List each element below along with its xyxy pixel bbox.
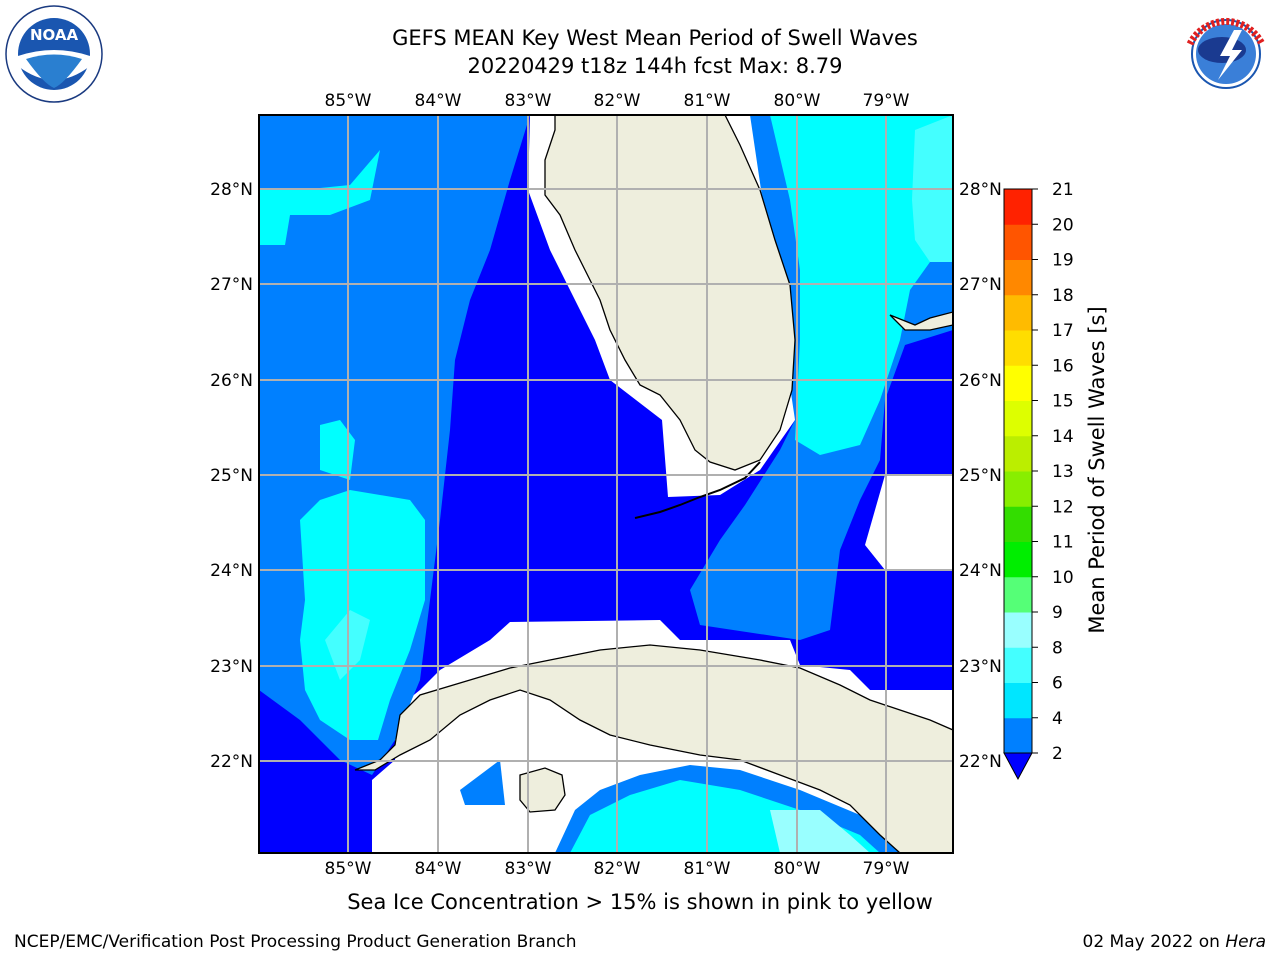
footer-date: 02 May 2022 on Hera [1083, 932, 1267, 952]
colorbar-segment [1004, 224, 1032, 260]
colorbar-segment [1004, 365, 1032, 401]
colorbar-segment [1004, 471, 1032, 507]
colorbar-tick-label: 21 [1052, 180, 1074, 200]
colorbar-tick-label: 12 [1052, 497, 1074, 517]
gridlines [259, 115, 953, 853]
nws-logo [1178, 6, 1274, 102]
colorbar-extend-triangle [1003, 752, 1033, 781]
footer-date-text: 02 May 2022 on [1082, 932, 1226, 952]
lon-label-top: 82°W [594, 91, 641, 111]
map-field [259, 115, 953, 853]
colorbar-tick-label: 16 [1052, 356, 1074, 376]
colorbar-segment [1004, 400, 1032, 437]
lat-label-left: 23°N [210, 657, 253, 677]
colorbar-segment [1004, 647, 1032, 683]
colorbar-segment [1004, 435, 1032, 472]
field-4-6-gulf-north [259, 150, 380, 245]
colorbar-segment [1004, 506, 1032, 542]
field-8-9-cuba-south [770, 810, 870, 853]
colorbar-tick-label: 20 [1052, 215, 1074, 235]
colorbar-segment [1004, 189, 1032, 225]
colorbar-tick-label: 15 [1052, 392, 1074, 412]
land-cuba [354, 644, 953, 853]
colorbar-tick-label: 4 [1052, 709, 1063, 729]
colorbar-segment [1004, 682, 1032, 719]
lon-label-bottom: 85°W [325, 859, 372, 879]
colorbar-segment [1004, 717, 1032, 754]
land-florida [544, 115, 796, 471]
noaa-logo-text: NOAA [30, 26, 79, 44]
lon-label-bottom: 84°W [415, 859, 462, 879]
sea-ice-caption: Sea Ice Concentration > 15% is shown in … [347, 890, 933, 914]
colorbar-segment [1004, 259, 1032, 296]
lat-label-left: 24°N [210, 561, 253, 581]
colorbar-tick-label: 13 [1052, 462, 1074, 482]
colorbar-tick-label: 19 [1052, 251, 1074, 271]
lat-label-left: 25°N [210, 466, 253, 486]
chart-title: GEFS MEAN Key West Mean Period of Swell … [392, 26, 918, 50]
lat-label-left: 22°N [210, 752, 253, 772]
field-2-4-small [460, 760, 505, 805]
lon-label-top: 83°W [505, 91, 552, 111]
footer-branch: NCEP/EMC/Verification Post Processing Pr… [14, 932, 577, 952]
map-frame [258, 114, 954, 854]
lon-label-top: 84°W [415, 91, 462, 111]
lon-label-top: 81°W [684, 91, 731, 111]
colorbar-tick-label: 6 [1052, 674, 1063, 694]
land-isla-juventud [519, 767, 566, 813]
lat-label-right: 23°N [959, 657, 1002, 677]
lat-label-left: 28°N [210, 180, 253, 200]
lon-label-top: 85°W [325, 91, 372, 111]
colorbar-tick-label: 18 [1052, 286, 1074, 306]
lat-label-right: 24°N [959, 561, 1002, 581]
lon-label-bottom: 81°W [684, 859, 731, 879]
field-4-6-gulf [300, 490, 425, 740]
lat-label-right: 25°N [959, 466, 1002, 486]
lon-label-top: 80°W [774, 91, 821, 111]
colorbar-tick-label: 2 [1052, 744, 1063, 764]
land-keys [634, 461, 761, 519]
colorbar-segment [1004, 576, 1032, 613]
noaa-logo: NOAA [5, 5, 103, 103]
colorbar-tick-label: 8 [1052, 638, 1063, 658]
lon-label-bottom: 80°W [774, 859, 821, 879]
footer-host: Hera [1225, 932, 1266, 952]
colorbar-segment [1004, 541, 1032, 578]
chart-subtitle: 20220429 t18z 144h fcst Max: 8.79 [467, 54, 843, 78]
lon-label-bottom: 82°W [594, 859, 641, 879]
field-4-6-gulf-mid [320, 420, 355, 480]
colorbar-tick-label: 10 [1052, 568, 1074, 588]
colorbar: 2 4 6 8 9 10 11 12 13 14 15 16 17 18 19 20 21 [1003, 180, 1074, 781]
land-bahamas [889, 311, 953, 331]
lat-label-right: 26°N [959, 371, 1002, 391]
lon-label-bottom: 79°W [863, 859, 910, 879]
lat-label-left: 26°N [210, 371, 253, 391]
lon-label-top: 79°W [863, 91, 910, 111]
lon-label-bottom: 83°W [505, 859, 552, 879]
colorbar-tick-label: 9 [1052, 603, 1063, 623]
colorbar-tick-label: 11 [1052, 533, 1074, 553]
colorbar-tick-label: 17 [1052, 321, 1074, 341]
lat-label-right: 22°N [959, 752, 1002, 772]
colorbar-segment [1004, 294, 1032, 331]
colorbar-segment [1004, 330, 1032, 366]
colorbar-label: Mean Period of Swell Waves [s] [1085, 306, 1109, 634]
colorbar-segment [1004, 612, 1032, 648]
lat-label-right: 28°N [959, 180, 1002, 200]
lat-label-right: 27°N [959, 275, 1002, 295]
lat-label-left: 27°N [210, 275, 253, 295]
colorbar-tick-label: 14 [1052, 427, 1074, 447]
